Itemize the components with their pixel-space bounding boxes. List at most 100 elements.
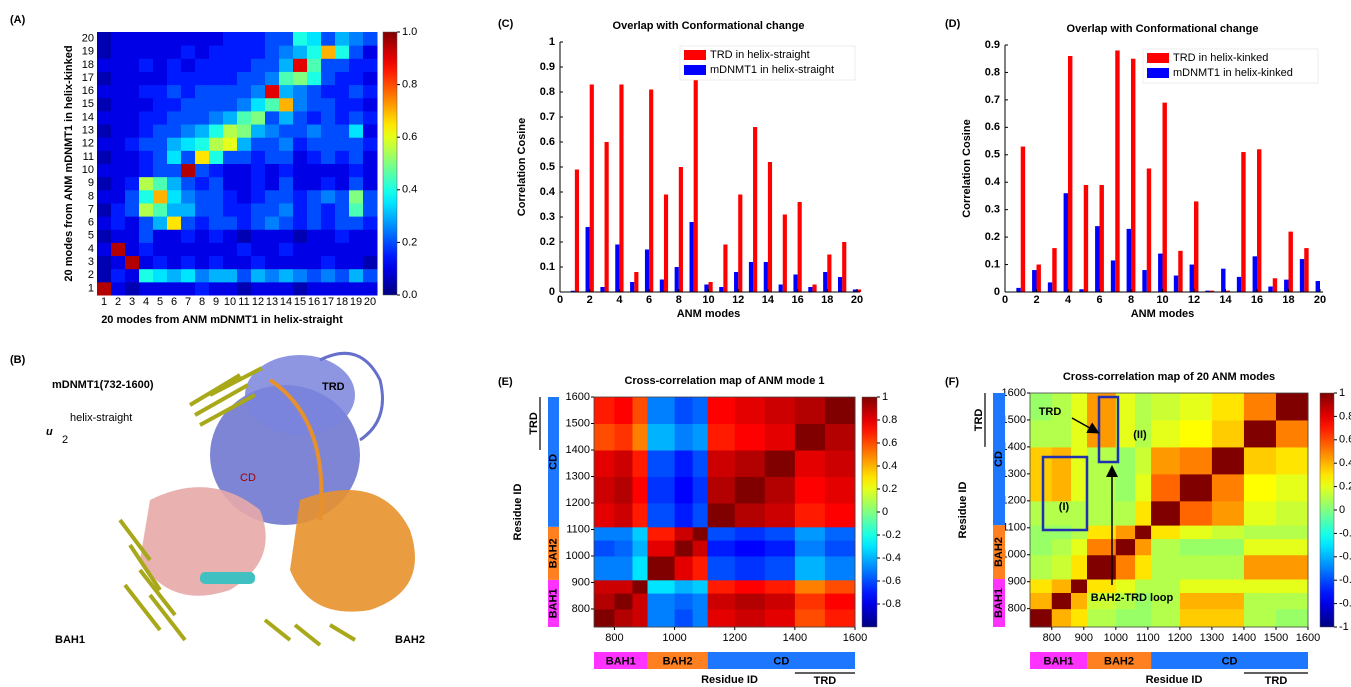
y-tick-label: 900 <box>572 576 590 588</box>
heatmap-cell <box>97 71 112 86</box>
heatmap-cell <box>167 281 182 296</box>
heatmap-cell <box>209 255 224 270</box>
heatmap-cell <box>307 58 322 72</box>
bar <box>1236 276 1242 292</box>
bar <box>1016 287 1021 292</box>
heatmap-cell <box>321 110 336 125</box>
heatmap-cell <box>1275 500 1309 526</box>
domain-label: BAH1 <box>606 655 636 667</box>
heatmap-cell <box>139 255 154 270</box>
heatmap-cell <box>614 555 633 581</box>
domain-label: BAH1 <box>993 588 1005 618</box>
heatmap-cell <box>1179 608 1213 628</box>
colorbar-tick-label: 1 <box>882 391 888 403</box>
bar <box>782 214 787 292</box>
heatmap-cell <box>181 124 196 138</box>
heatmap-cell <box>632 593 649 610</box>
heatmap-cell <box>97 150 112 164</box>
heatmap-cell <box>125 176 140 191</box>
heatmap-cell <box>692 579 709 594</box>
heatmap-cell <box>97 281 112 296</box>
y-tick-label: 1000 <box>566 550 590 562</box>
heatmap-cell <box>139 45 154 59</box>
heatmap-cell <box>764 502 796 528</box>
heatmap-cell <box>279 216 294 230</box>
heatmap-cell <box>97 84 112 99</box>
heatmap-cell <box>1135 579 1152 593</box>
heatmap-cell <box>1151 500 1181 526</box>
heatmap-cell <box>111 281 126 296</box>
heatmap-cell <box>1179 500 1213 526</box>
heatmap-cell <box>349 137 364 151</box>
colorbar-tick-label: 0.4 <box>402 184 417 196</box>
heatmap-cell <box>97 124 112 138</box>
heatmap-cell <box>265 268 280 283</box>
heatmap-cell <box>237 45 252 59</box>
heatmap-cell <box>335 281 350 296</box>
heatmap-cell <box>794 476 826 504</box>
legend-swatch <box>684 50 706 60</box>
domain-label: BAH2 <box>993 537 1005 567</box>
heatmap-cell <box>265 84 280 99</box>
heatmap-cell <box>139 110 154 125</box>
bar <box>842 242 847 292</box>
heatmap-cell <box>195 202 210 217</box>
heatmap-cell <box>1051 473 1072 502</box>
heatmap-cell <box>265 202 280 217</box>
y-tick-label: 2 <box>88 269 94 281</box>
plot-frame <box>1029 392 1309 628</box>
heatmap-cell <box>125 110 140 125</box>
y-tick-label: 1200 <box>566 497 590 509</box>
heatmap-cell <box>707 449 736 477</box>
heatmap-cell <box>153 58 168 72</box>
heatmap-cell <box>349 242 364 257</box>
heatmap-cell <box>335 268 350 283</box>
heatmap-cell <box>139 137 154 151</box>
heatmap-cell <box>692 608 709 628</box>
heatmap-cell <box>321 229 336 243</box>
heatmap-cell <box>794 526 826 541</box>
x-tick-label: 7 <box>185 296 191 308</box>
heatmap-cell <box>279 255 294 270</box>
heatmap-cell <box>1151 393 1181 421</box>
heatmap-cell <box>195 255 210 270</box>
heatmap-cell <box>363 229 378 243</box>
motion-arrows <box>118 366 357 647</box>
bar <box>1079 289 1084 292</box>
y-tick-label: 0.6 <box>985 121 1000 133</box>
heatmap-cell <box>307 163 322 178</box>
x-tick-label: 2 <box>115 296 121 308</box>
heatmap-cell <box>139 97 154 112</box>
annotation: BAH2-TRD loop <box>1091 592 1174 604</box>
heatmap-cell <box>139 242 154 257</box>
x-tick-label: 1000 <box>1104 632 1128 644</box>
colorbar-tick-label: -0.4 <box>1339 551 1351 563</box>
heatmap-cell <box>1030 446 1053 475</box>
heatmap-cell <box>167 58 182 72</box>
heatmap-cell <box>594 449 615 477</box>
heatmap-cell <box>1051 525 1072 540</box>
heatmap-cell <box>824 608 856 628</box>
heatmap-cell <box>349 97 364 112</box>
heatmap-cell <box>335 32 350 46</box>
colorbar-tick-label: -1 <box>1339 621 1349 633</box>
heatmap-cell <box>265 97 280 112</box>
heatmap-cell <box>139 163 154 178</box>
heatmap-cell <box>363 163 378 178</box>
bah1-domain-shape <box>140 487 266 596</box>
heatmap-cell <box>251 137 266 151</box>
heatmap-cell <box>692 502 709 528</box>
heatmap-cell <box>293 124 308 138</box>
heatmap-cell <box>1051 419 1072 448</box>
heatmap-cell <box>307 97 322 112</box>
y-tick-label: 0.6 <box>540 136 555 148</box>
heatmap-cell <box>632 608 649 628</box>
x-tick-label: 11 <box>238 296 249 308</box>
x-tick-label: 0 <box>557 294 563 306</box>
heatmap-cell <box>265 216 280 230</box>
colorbar-tick-label: 0.6 <box>882 437 897 449</box>
chart-title: Cross-correlation map of 20 ANM modes <box>1063 371 1275 383</box>
heatmap-cell <box>237 58 252 72</box>
heatmap-cell <box>223 202 238 217</box>
heatmap-cell <box>153 176 168 191</box>
